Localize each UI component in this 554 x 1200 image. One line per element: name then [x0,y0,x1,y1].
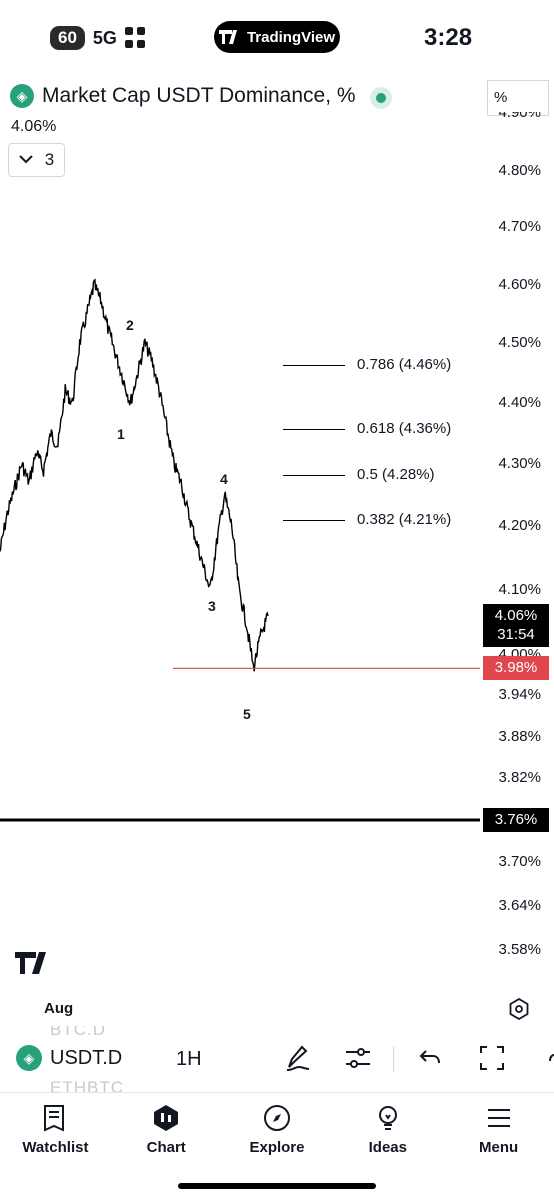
chart-icon [154,1105,179,1131]
fib-line[interactable] [283,520,345,521]
nav-chart[interactable]: Chart [111,1093,222,1200]
ideas-icon [378,1106,397,1130]
nav-label: Chart [146,1139,186,1156]
y-axis-tick: 4.10% [498,581,541,598]
fib-label: 0.618 (4.36%) [357,420,452,437]
y-axis-tick: 3.88% [498,728,541,745]
nav-label: Explore [249,1139,305,1156]
app-pill-label: TradingView [246,28,336,46]
y-axis-tick: 4.20% [498,517,541,534]
fib-line[interactable] [283,429,345,430]
y-axis-tick: 3.82% [498,769,541,786]
price-line [0,278,269,672]
chart-settings-icon[interactable] [507,997,531,1021]
signal-icon [124,27,147,49]
y-axis-tick: 4.70% [498,218,541,235]
wave-label: 3 [208,598,216,614]
nav-menu[interactable]: Menu [443,1093,554,1200]
countdown-label: 31:54 [483,623,549,647]
drawing-tools-icon[interactable] [283,1043,313,1073]
y-axis-tick: 3.70% [498,853,541,870]
bottom-nav: Watchlist Chart Explore Ideas Menu [0,1092,554,1200]
wave-label: 5 [243,706,251,722]
fib-label: 0.786 (4.46%) [357,356,452,373]
status-indicators: 60 5G [50,26,147,50]
tradingview-logo-icon [218,30,237,44]
current-price-label: 4.06% [483,604,549,628]
wave-label: 2 [126,317,134,333]
fib-label: 0.5 (4.28%) [357,466,435,483]
menu-icon [487,1109,510,1127]
ghost-symbol: BTC.D [50,1026,106,1039]
wave-label: 1 [117,426,125,442]
chart-header[interactable]: ◈ Market Cap USDT Dominance, % [10,84,356,108]
nav-explore[interactable]: Explore [222,1093,333,1200]
tradingview-watermark-icon [15,952,55,979]
y-axis-tick: 4.80% [498,162,541,179]
nav-watchlist[interactable]: Watchlist [0,1093,111,1200]
home-indicator [178,1183,376,1189]
watchlist-icon [44,1105,65,1132]
undo-icon[interactable] [416,1043,446,1073]
nav-ideas[interactable]: Ideas [332,1093,443,1200]
status-bar: 60 5G TradingView 3:28 [0,0,554,76]
indicators-count: 3 [44,150,55,169]
y-axis-tick: 3.64% [498,897,541,914]
price-chart[interactable] [0,76,480,976]
indicators-settings-icon[interactable] [343,1043,373,1073]
y-axis-tick: 4.90% [498,112,541,121]
interval-selector[interactable]: 1H [176,1048,202,1070]
y-axis-tick: 3.94% [498,686,541,703]
wave-label: 4 [220,471,228,487]
y-axis-tick: 4.50% [498,334,541,351]
symbol-toolbar: BTC.D ETHBTC ◈ USDT.D 1H [0,1026,554,1092]
y-axis-tick: 4.30% [498,455,541,472]
explore-icon [263,1105,290,1131]
network-type: 5G [92,27,117,48]
nav-label: Menu [479,1139,519,1156]
symbol-label: USDT.D [50,1046,123,1069]
nav-label: Ideas [368,1139,407,1156]
clock: 3:28 [424,24,473,51]
scale-percent-button[interactable]: % [487,80,549,116]
y-axis-tick: 4.40% [498,394,541,411]
chart-title: Market Cap USDT Dominance, % [42,84,356,107]
battery-level: 60 [50,26,85,50]
fib-line[interactable] [283,365,345,366]
indicators-toggle[interactable]: 3 [8,143,65,177]
toolbar-divider [393,1046,394,1072]
more-tools-icon[interactable] [540,1043,554,1073]
nav-label: Watchlist [22,1139,89,1156]
tether-logo-icon: ◈ [16,1045,42,1071]
fullscreen-icon[interactable] [477,1043,507,1073]
y-axis-tick: 4.60% [498,276,541,293]
support-price-label: 3.98% [483,656,549,680]
last-value: 4.06% [11,118,57,135]
market-open-indicator [370,87,392,109]
fib-label: 0.382 (4.21%) [357,511,452,528]
fib-line[interactable] [283,475,345,476]
x-axis-tick: Aug [44,1000,74,1017]
tether-logo-icon: ◈ [10,84,34,108]
y-axis-tick: 3.58% [498,941,541,958]
chevron-down-icon [19,155,33,164]
symbol-selector[interactable]: ◈ USDT.D [16,1045,122,1071]
lower-level-label: 3.76% [483,808,549,832]
tradingview-pill[interactable]: TradingView [214,21,340,53]
ghost-symbol: ETHBTC [50,1078,124,1092]
